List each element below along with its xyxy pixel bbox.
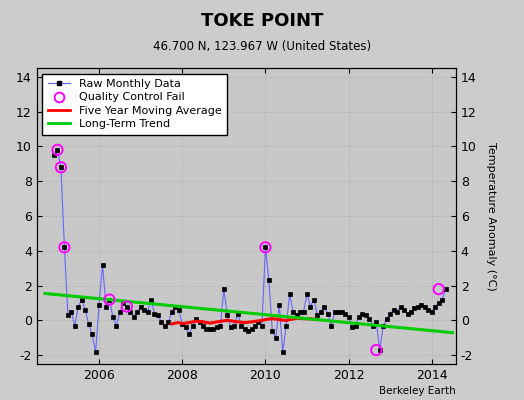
Point xyxy=(60,244,69,250)
Text: 46.700 N, 123.967 W (United States): 46.700 N, 123.967 W (United States) xyxy=(153,40,371,53)
Point xyxy=(434,286,443,292)
Point xyxy=(105,296,114,303)
Point xyxy=(372,347,380,353)
Y-axis label: Temperature Anomaly (°C): Temperature Anomaly (°C) xyxy=(486,142,496,290)
Point xyxy=(261,244,270,250)
Text: Berkeley Earth: Berkeley Earth xyxy=(379,386,456,396)
Point xyxy=(53,147,62,153)
Point xyxy=(123,303,131,310)
Text: TOKE POINT: TOKE POINT xyxy=(201,12,323,30)
Point xyxy=(57,164,65,170)
Legend: Raw Monthly Data, Quality Control Fail, Five Year Moving Average, Long-Term Tren: Raw Monthly Data, Quality Control Fail, … xyxy=(42,74,227,135)
